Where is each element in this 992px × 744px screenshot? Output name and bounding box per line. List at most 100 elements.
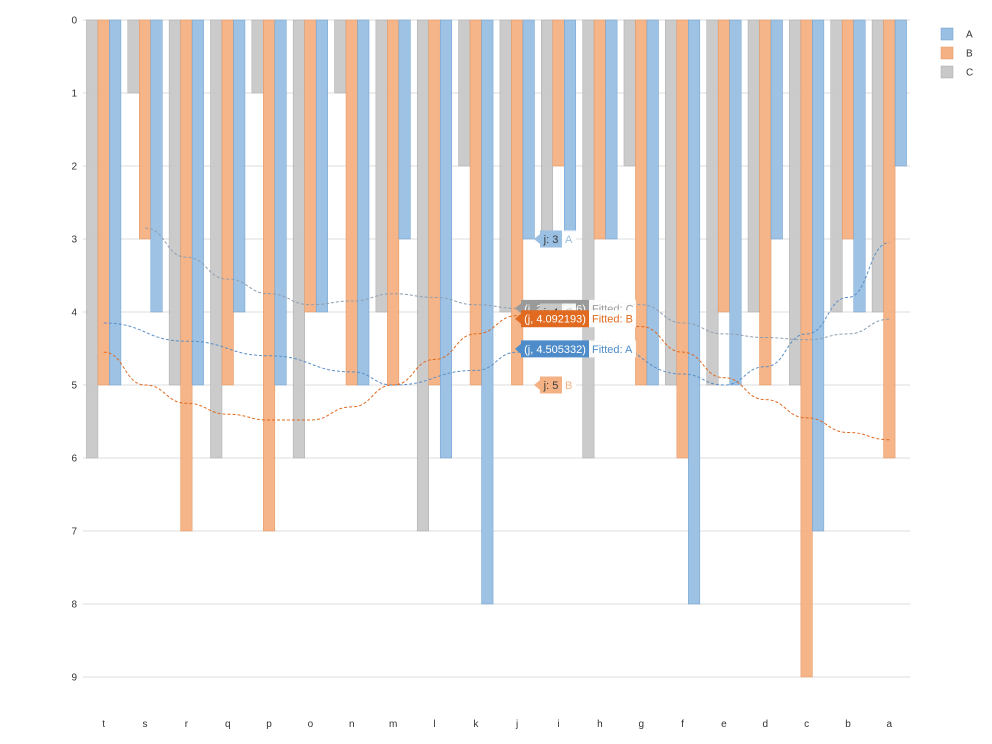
bar-C-s <box>127 19 140 94</box>
bar-B-i <box>552 19 565 167</box>
legend-label-B: B <box>966 49 973 60</box>
bar-C-e <box>706 19 719 386</box>
bar-C-g <box>623 19 636 167</box>
bar-B-s <box>139 19 152 240</box>
x-tick-label: c <box>804 719 809 730</box>
bar-B-j <box>511 19 524 386</box>
bar-A-q <box>233 19 246 313</box>
tooltip-series-bg <box>589 310 636 328</box>
bar-C-a <box>871 19 884 313</box>
bar-A-a <box>894 19 907 167</box>
bar-C-f <box>665 19 678 386</box>
tooltip-series-name: A <box>565 234 573 246</box>
x-tick-label: g <box>638 719 644 730</box>
bar-C-t <box>86 19 99 459</box>
bar-B-r <box>180 19 193 532</box>
tooltip-series-bg <box>562 376 576 394</box>
bar-B-d <box>759 19 772 386</box>
x-tick-label: l <box>433 719 435 730</box>
x-tick-label: r <box>185 719 189 730</box>
bar-B-g <box>635 19 648 386</box>
tooltip-box <box>540 230 562 248</box>
bar-B-k <box>469 19 482 386</box>
bar-B-p <box>263 19 276 532</box>
bar-A-p <box>274 19 287 386</box>
tooltip-series-name: Fitted: B <box>592 314 633 326</box>
y-tick-label: 3 <box>71 235 77 246</box>
bar-A-k <box>481 19 494 605</box>
tooltip-pointer <box>515 303 521 314</box>
tooltip-series-name: Fitted: A <box>592 344 633 356</box>
tooltip-label: j: 3 <box>543 234 559 246</box>
bar-C-b <box>830 19 843 313</box>
bar-A-m <box>398 19 411 240</box>
x-tick-label: s <box>143 719 148 730</box>
bar-A-r <box>191 19 204 386</box>
bar-B-b <box>841 19 854 240</box>
legend-label-A: A <box>966 30 973 41</box>
y-tick-label: 5 <box>71 381 77 392</box>
y-tick-label: 7 <box>71 527 77 538</box>
y-tick-label: 8 <box>71 600 77 611</box>
bar-C-l <box>416 19 429 532</box>
bar-C-j <box>499 19 512 313</box>
bar-B-f <box>676 19 689 459</box>
bar-C-p <box>251 19 264 94</box>
tooltip-B-fitted: (j, 4.092193) Fitted: B <box>515 310 636 328</box>
bar-B-o <box>304 19 317 313</box>
bar-A-l <box>439 19 452 459</box>
tooltip-A: j: 3 A <box>534 230 576 248</box>
bar-B-l <box>428 19 441 386</box>
bar-C-c <box>789 19 802 386</box>
bar-C-r <box>168 19 181 386</box>
bar-A-t <box>109 19 122 386</box>
legend: ABC <box>940 27 973 79</box>
x-tick-label: b <box>845 719 851 730</box>
tooltip-box <box>521 340 589 358</box>
tooltip-label: j: 5 <box>543 380 559 392</box>
trendline-C <box>145 227 890 341</box>
bar-A-g <box>646 19 659 386</box>
legend-swatch-C <box>940 65 954 79</box>
bar-A-o <box>315 19 328 313</box>
bar-C-i <box>541 19 554 240</box>
x-tick-label: t <box>102 719 105 730</box>
bar-A-d <box>770 19 783 240</box>
tooltip-pointer <box>534 234 540 244</box>
x-tick-label: n <box>349 719 355 730</box>
x-tick-label: k <box>473 719 479 730</box>
x-tick-label: i <box>557 719 559 730</box>
bar-B-m <box>387 19 400 386</box>
bars <box>86 19 907 678</box>
tooltip-pointer <box>515 313 521 324</box>
bar-C-q <box>210 19 223 459</box>
bar-B-e <box>717 19 730 313</box>
bar-C-d <box>747 19 760 313</box>
x-tick-label: o <box>308 719 314 730</box>
bar-B-c <box>800 19 813 678</box>
trendline-B <box>103 304 890 441</box>
bar-A-b <box>853 19 866 313</box>
bar-A-e <box>729 19 742 386</box>
tooltip-pointer <box>534 380 540 390</box>
bar-C-h <box>582 19 595 459</box>
x-tick-label: j <box>515 719 518 730</box>
x-tick-label: p <box>266 719 272 730</box>
x-tick-label: q <box>225 719 231 730</box>
y-tick-label: 1 <box>71 89 77 100</box>
y-tick-label: 0 <box>71 16 77 27</box>
bar-A-h <box>605 19 618 240</box>
tooltip-B: j: 5 B <box>534 376 576 394</box>
x-tick-label: e <box>721 719 727 730</box>
bar-A-c <box>812 19 825 532</box>
bar-A-f <box>688 19 701 605</box>
bar-B-q <box>221 19 234 386</box>
tooltips: j: 3A(j, 3.950636)Fitted: Cj: 4C(j, 4.09… <box>515 230 636 394</box>
x-tick-label: d <box>762 719 768 730</box>
y-axis-ticks: 0 1 2 3 4 5 6 7 8 9 <box>71 16 77 684</box>
legend-swatch-B <box>940 46 954 60</box>
x-tick-label: m <box>389 719 397 730</box>
bar-C-n <box>334 19 347 94</box>
